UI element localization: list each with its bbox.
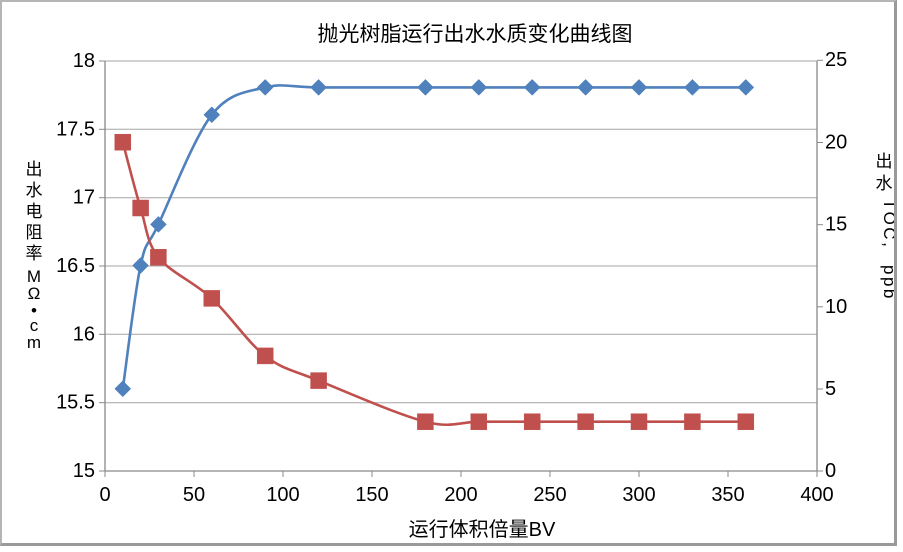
svg-text:17: 17 xyxy=(73,187,95,209)
svg-text:200: 200 xyxy=(444,484,477,506)
svg-text:10: 10 xyxy=(825,296,847,318)
svg-text:15: 15 xyxy=(73,460,95,482)
svg-text:5: 5 xyxy=(825,378,836,400)
svg-text:抛光树脂运行出水水质变化曲线图: 抛光树脂运行出水水质变化曲线图 xyxy=(318,23,633,46)
svg-text:18: 18 xyxy=(73,50,95,72)
svg-text:TOC,: TOC, xyxy=(880,199,897,249)
svg-text:16.5: 16.5 xyxy=(56,255,95,277)
svg-text:17.5: 17.5 xyxy=(56,118,95,140)
svg-text:50: 50 xyxy=(183,484,205,506)
svg-text:100: 100 xyxy=(266,484,299,506)
svg-text:250: 250 xyxy=(533,484,566,506)
svg-text:400: 400 xyxy=(800,484,833,506)
svg-text:20: 20 xyxy=(825,132,847,154)
svg-text:m: m xyxy=(27,333,41,352)
svg-text:16: 16 xyxy=(73,323,95,345)
svg-text:150: 150 xyxy=(355,484,388,506)
svg-text:300: 300 xyxy=(622,484,655,506)
svg-text:出: 出 xyxy=(26,160,43,179)
svg-text:率: 率 xyxy=(26,244,43,263)
svg-text:0: 0 xyxy=(99,484,110,506)
svg-text:运行体积倍量BV: 运行体积倍量BV xyxy=(409,518,556,541)
svg-text:25: 25 xyxy=(825,49,847,71)
svg-text:0: 0 xyxy=(825,460,836,482)
svg-text:电: 电 xyxy=(26,202,43,221)
svg-text:350: 350 xyxy=(711,484,744,506)
svg-text:15.5: 15.5 xyxy=(56,392,95,414)
svg-text:ppb: ppb xyxy=(880,265,897,301)
svg-text:水: 水 xyxy=(26,181,43,200)
svg-text:水: 水 xyxy=(876,174,893,193)
svg-text:出: 出 xyxy=(876,152,893,171)
svg-text:阻: 阻 xyxy=(26,223,43,242)
svg-text:15: 15 xyxy=(825,214,847,236)
